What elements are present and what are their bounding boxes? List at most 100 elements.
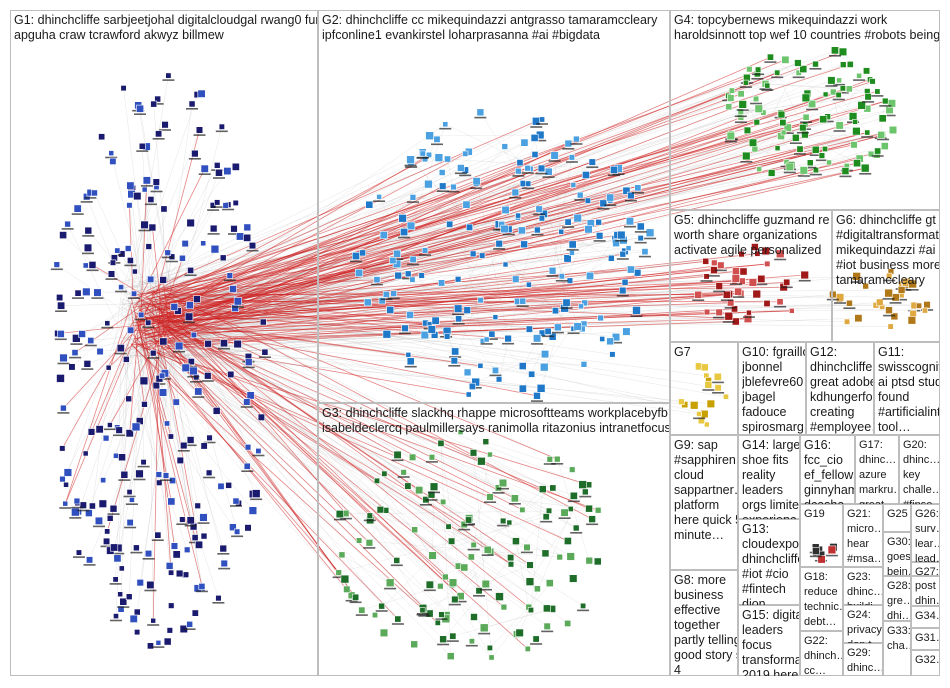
graph-node: [389, 256, 397, 265]
node-label-mark: [436, 190, 449, 192]
edge-highlight: [155, 320, 505, 608]
node-label-mark: [101, 326, 114, 329]
node-label-mark: [105, 278, 118, 280]
graph-node: [468, 382, 476, 390]
node-label-mark: [114, 352, 127, 355]
node-label-mark: [419, 254, 431, 256]
graph-node: [549, 484, 557, 492]
node-label-mark: [551, 331, 564, 334]
group-label: G33: cha…: [887, 625, 910, 652]
node-label-mark: [740, 161, 753, 163]
node-label-mark: [399, 332, 411, 335]
group-panel-g22: G22: dhinch… cc…: [800, 631, 843, 676]
graph-node: [155, 639, 162, 646]
node-label-mark: [542, 176, 555, 178]
edge-highlight: [167, 116, 828, 320]
node-label-mark: [173, 350, 186, 353]
graph-node: [573, 322, 582, 331]
edge: [71, 316, 129, 368]
group-panel-g7: G7: [670, 342, 738, 435]
node-label-mark: [82, 235, 95, 237]
graph-node: [553, 455, 561, 463]
graph-node: [378, 297, 386, 305]
graph-node: [226, 272, 233, 279]
node-label-mark: [742, 316, 755, 318]
node-label-mark: [474, 116, 487, 119]
graph-node: [141, 401, 148, 408]
node-label-mark: [548, 160, 561, 162]
graph-node: [447, 537, 456, 545]
graph-node: [546, 456, 554, 463]
graph-node: [775, 249, 785, 259]
node-label-mark: [387, 297, 400, 300]
node-label-mark: [197, 522, 210, 524]
graph-node: [864, 93, 872, 101]
graph-node: [748, 138, 758, 147]
graph-node: [495, 376, 503, 383]
graph-node: [225, 481, 233, 489]
graph-node: [229, 523, 237, 532]
graph-node: [379, 628, 389, 637]
node-label-mark: [804, 166, 817, 169]
graph-node: [210, 244, 220, 254]
edge-highlight: [141, 270, 736, 335]
graph-node: [106, 514, 114, 522]
node-label-mark: [71, 506, 84, 509]
node-label-mark: [230, 505, 242, 507]
graph-node: [538, 116, 545, 123]
graph-node: [186, 301, 194, 310]
edge: [135, 108, 759, 310]
node-label-mark: [405, 166, 418, 168]
node-label-mark: [700, 280, 713, 282]
node-label-mark: [546, 275, 559, 277]
graph-node: [170, 542, 179, 550]
graph-node: [404, 482, 412, 490]
node-label-mark: [84, 344, 97, 347]
graph-node: [56, 374, 65, 383]
graph-node: [746, 309, 752, 316]
graph-node: [125, 429, 134, 438]
edge-highlight: [136, 260, 706, 326]
node-label-mark: [789, 142, 802, 144]
edge-highlight: [109, 322, 170, 426]
node-label-mark: [781, 132, 794, 134]
graph-node: [56, 330, 65, 338]
edge: [126, 155, 747, 281]
graph-node: [785, 162, 794, 171]
graph-node: [410, 640, 419, 649]
node-label-mark: [502, 233, 515, 236]
node-label-mark: [134, 113, 146, 115]
graph-node: [72, 334, 81, 343]
edge: [122, 330, 451, 657]
node-label-mark: [135, 318, 148, 321]
node-label-mark: [724, 307, 737, 309]
edge: [90, 336, 130, 341]
edge: [173, 126, 223, 320]
graph-node: [888, 125, 898, 135]
node-label-mark: [452, 313, 465, 316]
node-label-mark: [350, 260, 362, 263]
node-label-mark: [722, 321, 735, 323]
graph-node: [469, 250, 477, 258]
graph-node: [580, 602, 587, 609]
edge: [440, 443, 459, 567]
node-label-mark: [809, 154, 822, 156]
graph-node: [59, 231, 67, 239]
graph-node: [365, 200, 374, 209]
graph-node: [214, 162, 221, 169]
graph-node: [179, 516, 186, 523]
edge: [460, 551, 491, 597]
graph-node: [694, 290, 703, 299]
graph-node: [172, 550, 181, 559]
edge: [157, 338, 482, 462]
graph-node: [200, 532, 208, 540]
group-panel-g9: G9: sap #sapphiren… cloud sappartner… pl…: [670, 435, 738, 570]
graph-node: [393, 557, 401, 564]
node-label-mark: [212, 602, 225, 604]
edge: [122, 337, 249, 363]
graph-node: [874, 147, 882, 155]
graph-node: [217, 482, 225, 490]
graph-node: [244, 524, 252, 532]
edge: [414, 529, 492, 658]
graph-node: [462, 150, 469, 157]
